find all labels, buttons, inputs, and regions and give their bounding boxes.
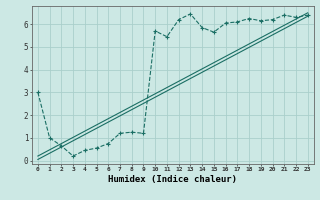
X-axis label: Humidex (Indice chaleur): Humidex (Indice chaleur) [108, 175, 237, 184]
